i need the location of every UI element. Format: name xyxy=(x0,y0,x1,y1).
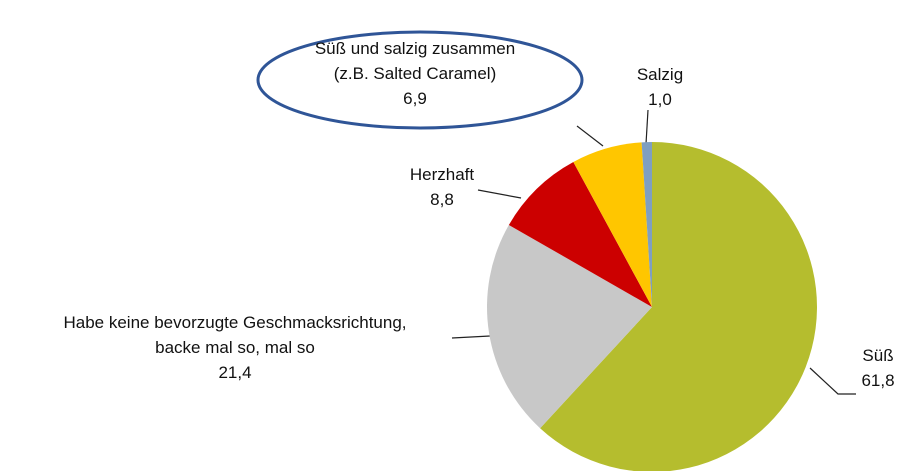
leader-line xyxy=(477,189,522,199)
value-label: 61,8 xyxy=(861,371,895,390)
category-label: Herzhaft xyxy=(409,165,475,184)
pie-slice xyxy=(540,142,817,471)
category-label: Süß xyxy=(862,346,894,365)
leader-line xyxy=(809,367,856,395)
pie-slice xyxy=(573,142,652,307)
leader-line xyxy=(645,109,649,145)
leader-line xyxy=(451,335,491,339)
slice-label: Süß und salzig zusammen (z.B. Salted Car… xyxy=(315,36,515,111)
pie-slice xyxy=(508,161,652,307)
highlight-ellipse xyxy=(256,30,584,130)
category-label: Habe keine bevorzugte Geschmacksrichtung… xyxy=(63,313,407,357)
pie-slice xyxy=(487,224,652,429)
leader-line xyxy=(576,125,604,147)
value-label: 21,4 xyxy=(218,363,252,382)
value-label: 1,0 xyxy=(648,90,672,109)
pie-slice xyxy=(641,142,652,307)
category-label: Süß und salzig zusammen (z.B. Salted Car… xyxy=(314,39,516,83)
value-label: 8,8 xyxy=(430,190,454,209)
value-label: 6,9 xyxy=(403,89,427,108)
category-label: Salzig xyxy=(636,65,684,84)
slice-label: Salzig 1,0 xyxy=(637,62,683,112)
slice-label: Süß 61,8 xyxy=(861,343,894,393)
slice-label: Herzhaft 8,8 xyxy=(410,162,474,212)
slice-label: Habe keine bevorzugte Geschmacksrichtung… xyxy=(63,310,406,385)
